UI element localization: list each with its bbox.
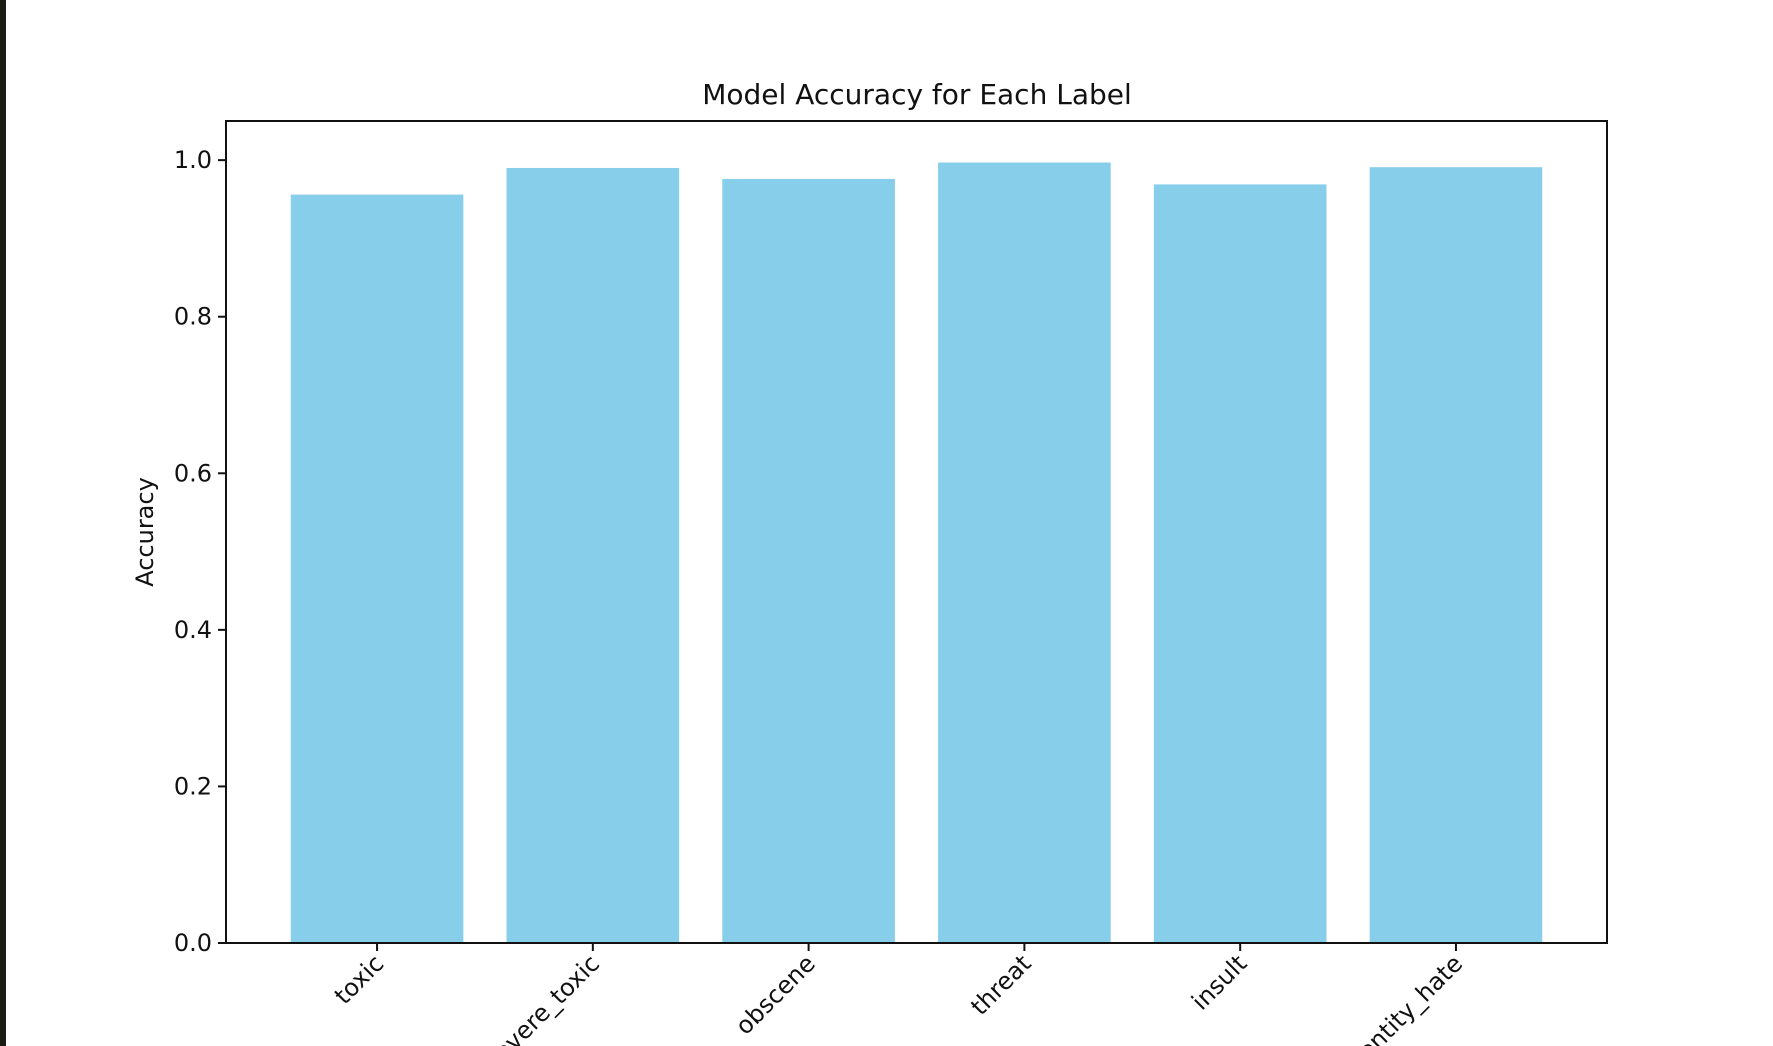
chart-title: Model Accuracy for Each Label [702, 78, 1132, 111]
y-tick-label: 1.0 [174, 146, 212, 174]
y-axis-ticks: 0.0 0.2 0.4 0.6 0.8 1.0 [174, 146, 226, 957]
bar-obscene [722, 178, 895, 944]
plot-frame [225, 120, 1608, 944]
y-tick-label: 0.8 [174, 303, 212, 331]
y-tick-label: 0.6 [174, 459, 212, 487]
bar-severe-toxic [506, 167, 680, 943]
y-tick-label: 0.0 [174, 929, 212, 957]
x-tick-label: insult [1186, 949, 1252, 1015]
bar-threat [938, 162, 1111, 943]
y-tick-label: 0.2 [174, 772, 212, 800]
x-tick-label: severe_toxic [479, 949, 605, 1046]
y-axis-label: Accuracy [131, 477, 159, 587]
x-tick-label: threat [965, 949, 1036, 1020]
x-axis-ticks: toxic severe_toxic obscene threat insult iden… [329, 943, 1468, 1046]
x-tick-label: identity_hate [1337, 949, 1468, 1046]
bar-insult [1153, 184, 1327, 943]
x-tick-label: toxic [329, 949, 389, 1009]
bar-identity-hate [1369, 167, 1543, 943]
window-left-edge [0, 0, 6, 1046]
bars-group [290, 162, 1543, 944]
y-tick-label: 0.4 [174, 616, 212, 644]
x-tick-label: obscene [730, 949, 821, 1040]
bar-toxic [290, 194, 464, 944]
